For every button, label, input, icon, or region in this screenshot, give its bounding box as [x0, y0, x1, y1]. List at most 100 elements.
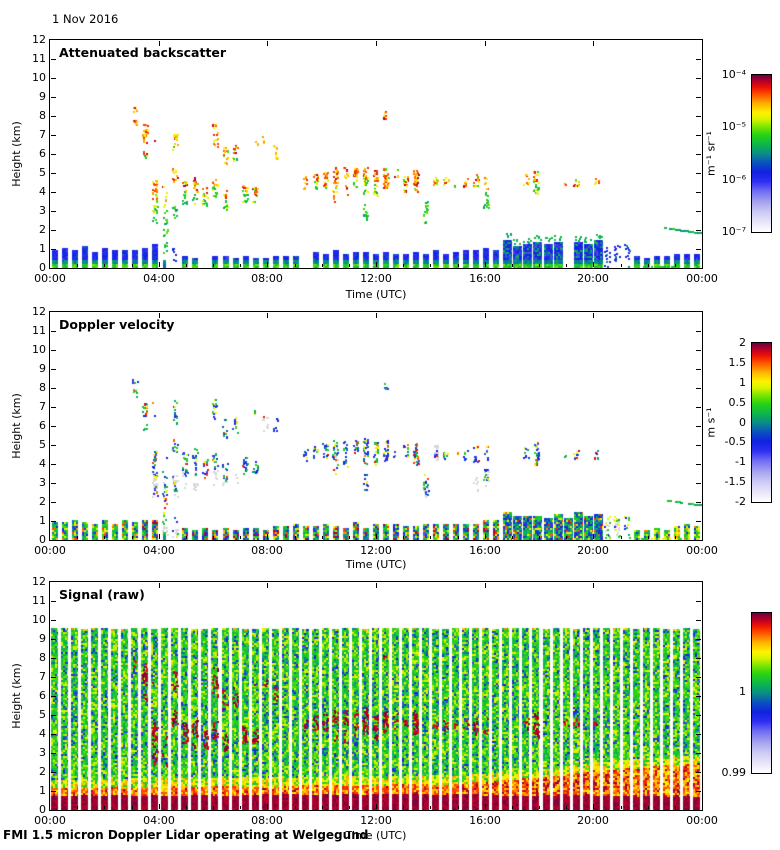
x-tick-mark	[512, 806, 513, 809]
x-tick-label: 04:00	[143, 814, 175, 827]
x-tick-mark	[485, 583, 486, 588]
x-tick-label: 00:00	[34, 814, 66, 827]
colorbar-tick-label: -0.5	[724, 435, 746, 448]
y-tick-mark	[696, 135, 701, 136]
x-tick-label: 16:00	[469, 272, 501, 285]
x-tick-mark	[403, 536, 404, 539]
y-tick-mark	[51, 331, 56, 332]
y-tick-mark	[51, 601, 56, 602]
y-tick-mark	[51, 211, 56, 212]
colorbar-tick-label: 2	[739, 336, 746, 349]
x-tick-mark	[322, 536, 323, 539]
colorbar-tick-label: 10⁻⁷	[721, 225, 746, 238]
x-tick-mark	[267, 804, 268, 809]
x-tick-mark	[621, 536, 622, 539]
y-tick-mark	[51, 715, 56, 716]
y-tick-mark	[696, 734, 701, 735]
x-tick-mark	[267, 583, 268, 588]
y-tick-mark	[696, 502, 701, 503]
x-tick-mark	[186, 536, 187, 539]
x-tick-mark	[240, 536, 241, 539]
y-tick-mark	[51, 59, 56, 60]
x-tick-label: 08:00	[251, 272, 283, 285]
x-tick-mark	[159, 804, 160, 809]
y-tick-label: 9	[39, 632, 46, 645]
x-tick-mark	[566, 806, 567, 809]
y-tick-mark	[696, 173, 701, 174]
x-tick-mark	[267, 313, 268, 318]
x-tick-mark	[593, 262, 594, 267]
x-tick-mark	[132, 806, 133, 809]
x-tick-mark	[376, 262, 377, 267]
colorbar-tick-label: 10⁻⁴	[721, 68, 746, 81]
y-tick-label: 3	[39, 204, 46, 217]
y-tick-mark	[51, 388, 56, 389]
x-tick-mark	[485, 534, 486, 539]
x-tick-label: 08:00	[251, 544, 283, 557]
x-axis-label-velocity: Time (UTC)	[345, 558, 407, 571]
x-tick-mark	[159, 41, 160, 46]
y-tick-mark	[51, 483, 56, 484]
x-tick-mark	[675, 806, 676, 809]
y-tick-mark	[51, 97, 56, 98]
y-tick-label: 2	[39, 765, 46, 778]
colorbar-tick-label: 1	[739, 376, 746, 389]
x-tick-mark	[566, 536, 567, 539]
panel-title-velocity: Doppler velocity	[59, 317, 175, 332]
x-tick-mark	[566, 264, 567, 267]
date-label: 1 Nov 2016	[52, 12, 119, 26]
y-tick-mark	[696, 426, 701, 427]
x-tick-label: 20:00	[577, 814, 609, 827]
x-tick-mark	[376, 313, 377, 318]
x-tick-mark	[648, 264, 649, 267]
y-tick-label: 6	[39, 689, 46, 702]
y-tick-mark	[51, 658, 56, 659]
x-axis-label-signal: Time (UTC)	[345, 829, 407, 842]
x-tick-mark	[295, 806, 296, 809]
x-tick-mark	[159, 583, 160, 588]
y-tick-label: 7	[39, 670, 46, 683]
y-tick-label: 10	[32, 71, 46, 84]
x-tick-label: 20:00	[577, 272, 609, 285]
x-tick-mark	[376, 804, 377, 809]
y-tick-mark	[51, 521, 56, 522]
x-tick-mark	[77, 264, 78, 267]
x-tick-mark	[376, 534, 377, 539]
y-tick-mark	[696, 464, 701, 465]
x-tick-label: 16:00	[469, 814, 501, 827]
y-tick-label: 3	[39, 476, 46, 489]
y-tick-label: 7	[39, 128, 46, 141]
x-tick-mark	[376, 41, 377, 46]
x-tick-mark	[240, 806, 241, 809]
x-tick-mark	[621, 264, 622, 267]
y-tick-label: 1	[39, 784, 46, 797]
x-tick-mark	[159, 534, 160, 539]
backscatter-heatmap	[50, 40, 702, 268]
y-tick-mark	[51, 426, 56, 427]
y-tick-label: 1	[39, 242, 46, 255]
y-tick-label: 11	[32, 594, 46, 607]
panel-title-signal: Signal (raw)	[59, 587, 145, 602]
y-tick-mark	[696, 677, 701, 678]
y-tick-mark	[696, 753, 701, 754]
y-tick-mark	[696, 154, 701, 155]
x-tick-label: 00:00	[686, 272, 718, 285]
y-tick-label: 0	[39, 533, 46, 546]
x-tick-mark	[539, 806, 540, 809]
y-tick-mark	[696, 483, 701, 484]
x-tick-mark	[648, 806, 649, 809]
y-tick-label: 9	[39, 90, 46, 103]
x-tick-mark	[593, 804, 594, 809]
x-tick-mark	[675, 264, 676, 267]
y-tick-label: 8	[39, 381, 46, 394]
y-tick-mark	[51, 369, 56, 370]
y-tick-mark	[51, 154, 56, 155]
y-tick-label: 6	[39, 419, 46, 432]
x-tick-mark	[267, 262, 268, 267]
x-tick-mark	[539, 264, 540, 267]
x-tick-mark	[512, 536, 513, 539]
x-tick-label: 08:00	[251, 814, 283, 827]
y-tick-label: 10	[32, 343, 46, 356]
x-tick-mark	[295, 536, 296, 539]
x-tick-label: 00:00	[686, 814, 718, 827]
